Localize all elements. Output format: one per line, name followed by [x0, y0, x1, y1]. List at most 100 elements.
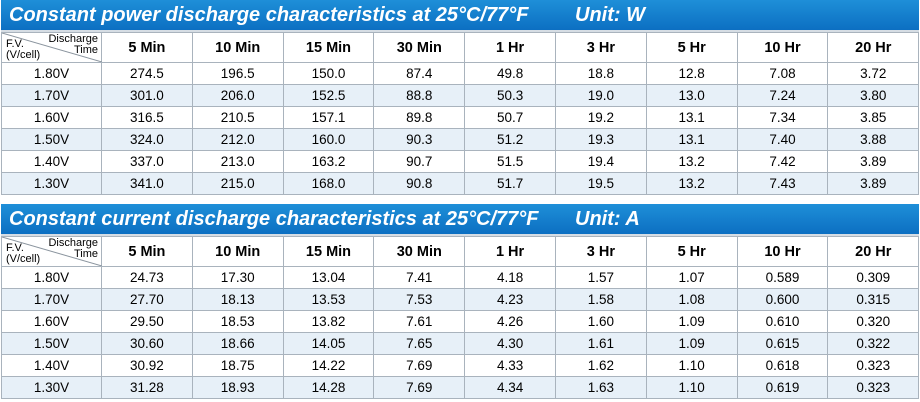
column-header: 10 Min: [191, 236, 284, 267]
value-cell: 19.2: [554, 106, 647, 129]
column-header: 15 Min: [282, 236, 375, 267]
value-cell: 0.315: [827, 288, 920, 311]
value-cell: 168.0: [282, 172, 375, 195]
value-cell: 206.0: [191, 84, 284, 107]
value-cell: 150.0: [282, 62, 375, 85]
corner-bottom-line2: (V/cell): [6, 253, 41, 265]
column-header: 10 Hr: [736, 32, 829, 63]
table-body: 1.80V 274.5 196.5 150.0 87.4 49.8 18.8 12.8 7.08…: [1, 62, 920, 195]
value-cell: 341.0: [101, 172, 193, 195]
value-cell: 1.09: [645, 332, 738, 355]
value-cell: 13.1: [645, 106, 738, 129]
column-header: 5 Min: [101, 236, 193, 267]
value-cell: 29.50: [101, 310, 193, 333]
table-row: 1.30V 341.0 215.0 168.0 90.8 51.7 19.5 13.2 7.43…: [1, 172, 920, 195]
section-title: Constant power discharge characteristics…: [9, 4, 529, 26]
table-row: 1.30V 31.28 18.93 14.28 7.69 4.34 1.63 1.10 0.61…: [1, 376, 920, 399]
value-cell: 27.70: [101, 288, 193, 311]
value-cell: 50.7: [464, 106, 556, 129]
corner-top-line2: Time: [73, 248, 98, 260]
value-cell: 3.89: [827, 150, 920, 173]
value-cell: 213.0: [191, 150, 284, 173]
power-discharge-table: Discharge Time F.V. (V/cell) 5 Min 10 Mi…: [1, 32, 920, 195]
final-voltage-label: F.V. (V/cell): [6, 39, 40, 61]
value-cell: 3.88: [827, 128, 920, 151]
value-cell: 3.85: [827, 106, 920, 129]
corner-bottom-line1: F.V.: [6, 38, 24, 50]
section-banner: Constant current discharge characteristi…: [1, 204, 919, 236]
section-gap: [1, 195, 919, 204]
table-row: 1.40V 337.0 213.0 163.2 90.7 51.5 19.4 13.2 7.42…: [1, 150, 920, 173]
value-cell: 163.2: [282, 150, 375, 173]
column-header: 3 Hr: [554, 32, 647, 63]
value-cell: 1.08: [645, 288, 738, 311]
unit-label: Unit: W: [575, 4, 645, 26]
value-cell: 1.57: [554, 266, 647, 289]
value-cell: 4.33: [464, 354, 556, 377]
value-cell: 4.34: [464, 376, 556, 399]
value-cell: 12.8: [645, 62, 738, 85]
power-discharge-section: Constant power discharge characteristics…: [1, 0, 920, 195]
current-discharge-section: Constant current discharge characteristi…: [1, 204, 920, 399]
value-cell: 160.0: [282, 128, 375, 151]
final-voltage-cell: 1.50V: [1, 128, 102, 151]
final-voltage-cell: 1.80V: [1, 62, 102, 85]
value-cell: 0.322: [827, 332, 920, 355]
value-cell: 3.80: [827, 84, 920, 107]
value-cell: 316.5: [101, 106, 193, 129]
value-cell: 3.89: [827, 172, 920, 195]
value-cell: 7.65: [373, 332, 466, 355]
value-cell: 3.72: [827, 62, 920, 85]
final-voltage-cell: 1.60V: [1, 310, 102, 333]
value-cell: 51.2: [464, 128, 556, 151]
value-cell: 4.26: [464, 310, 556, 333]
corner-bottom-line1: F.V.: [6, 242, 24, 254]
corner-bottom-line2: (V/cell): [6, 49, 41, 61]
current-discharge-table: Discharge Time F.V. (V/cell) 5 Min 10 Mi…: [1, 236, 920, 399]
value-cell: 4.23: [464, 288, 556, 311]
value-cell: 337.0: [101, 150, 193, 173]
value-cell: 0.323: [827, 376, 920, 399]
table-body: 1.80V 24.73 17.30 13.04 7.41 4.18 1.57 1.07 0.58…: [1, 266, 920, 399]
value-cell: 0.589: [736, 266, 829, 289]
value-cell: 0.320: [827, 310, 920, 333]
column-header: 30 Min: [373, 236, 466, 267]
header-row: Discharge Time F.V. (V/cell) 5 Min 10 Mi…: [1, 236, 920, 267]
discharge-time-label: Discharge Time: [48, 238, 98, 260]
value-cell: 0.600: [736, 288, 829, 311]
value-cell: 7.43: [736, 172, 829, 195]
value-cell: 13.1: [645, 128, 738, 151]
final-voltage-cell: 1.50V: [1, 332, 102, 355]
value-cell: 1.07: [645, 266, 738, 289]
value-cell: 324.0: [101, 128, 193, 151]
value-cell: 13.0: [645, 84, 738, 107]
value-cell: 87.4: [373, 62, 466, 85]
value-cell: 196.5: [191, 62, 284, 85]
column-header: 1 Hr: [464, 32, 556, 63]
corner-header-cell: Discharge Time F.V. (V/cell): [1, 32, 102, 63]
diagonal-divider: [2, 33, 102, 62]
value-cell: 13.53: [282, 288, 375, 311]
value-cell: 18.8: [554, 62, 647, 85]
value-cell: 0.610: [736, 310, 829, 333]
value-cell: 157.1: [282, 106, 375, 129]
value-cell: 19.4: [554, 150, 647, 173]
final-voltage-cell: 1.80V: [1, 266, 102, 289]
value-cell: 14.22: [282, 354, 375, 377]
value-cell: 18.93: [191, 376, 284, 399]
value-cell: 1.60: [554, 310, 647, 333]
value-cell: 0.619: [736, 376, 829, 399]
value-cell: 13.2: [645, 150, 738, 173]
value-cell: 152.5: [282, 84, 375, 107]
table-row: 1.60V 316.5 210.5 157.1 89.8 50.7 19.2 13.1 7.34…: [1, 106, 920, 129]
value-cell: 1.10: [645, 376, 738, 399]
corner-top-line2: Time: [73, 44, 98, 56]
value-cell: 18.66: [191, 332, 284, 355]
value-cell: 1.61: [554, 332, 647, 355]
value-cell: 14.05: [282, 332, 375, 355]
value-cell: 17.30: [191, 266, 284, 289]
final-voltage-cell: 1.70V: [1, 84, 102, 107]
value-cell: 0.309: [827, 266, 920, 289]
value-cell: 0.618: [736, 354, 829, 377]
column-header: 20 Hr: [827, 236, 920, 267]
